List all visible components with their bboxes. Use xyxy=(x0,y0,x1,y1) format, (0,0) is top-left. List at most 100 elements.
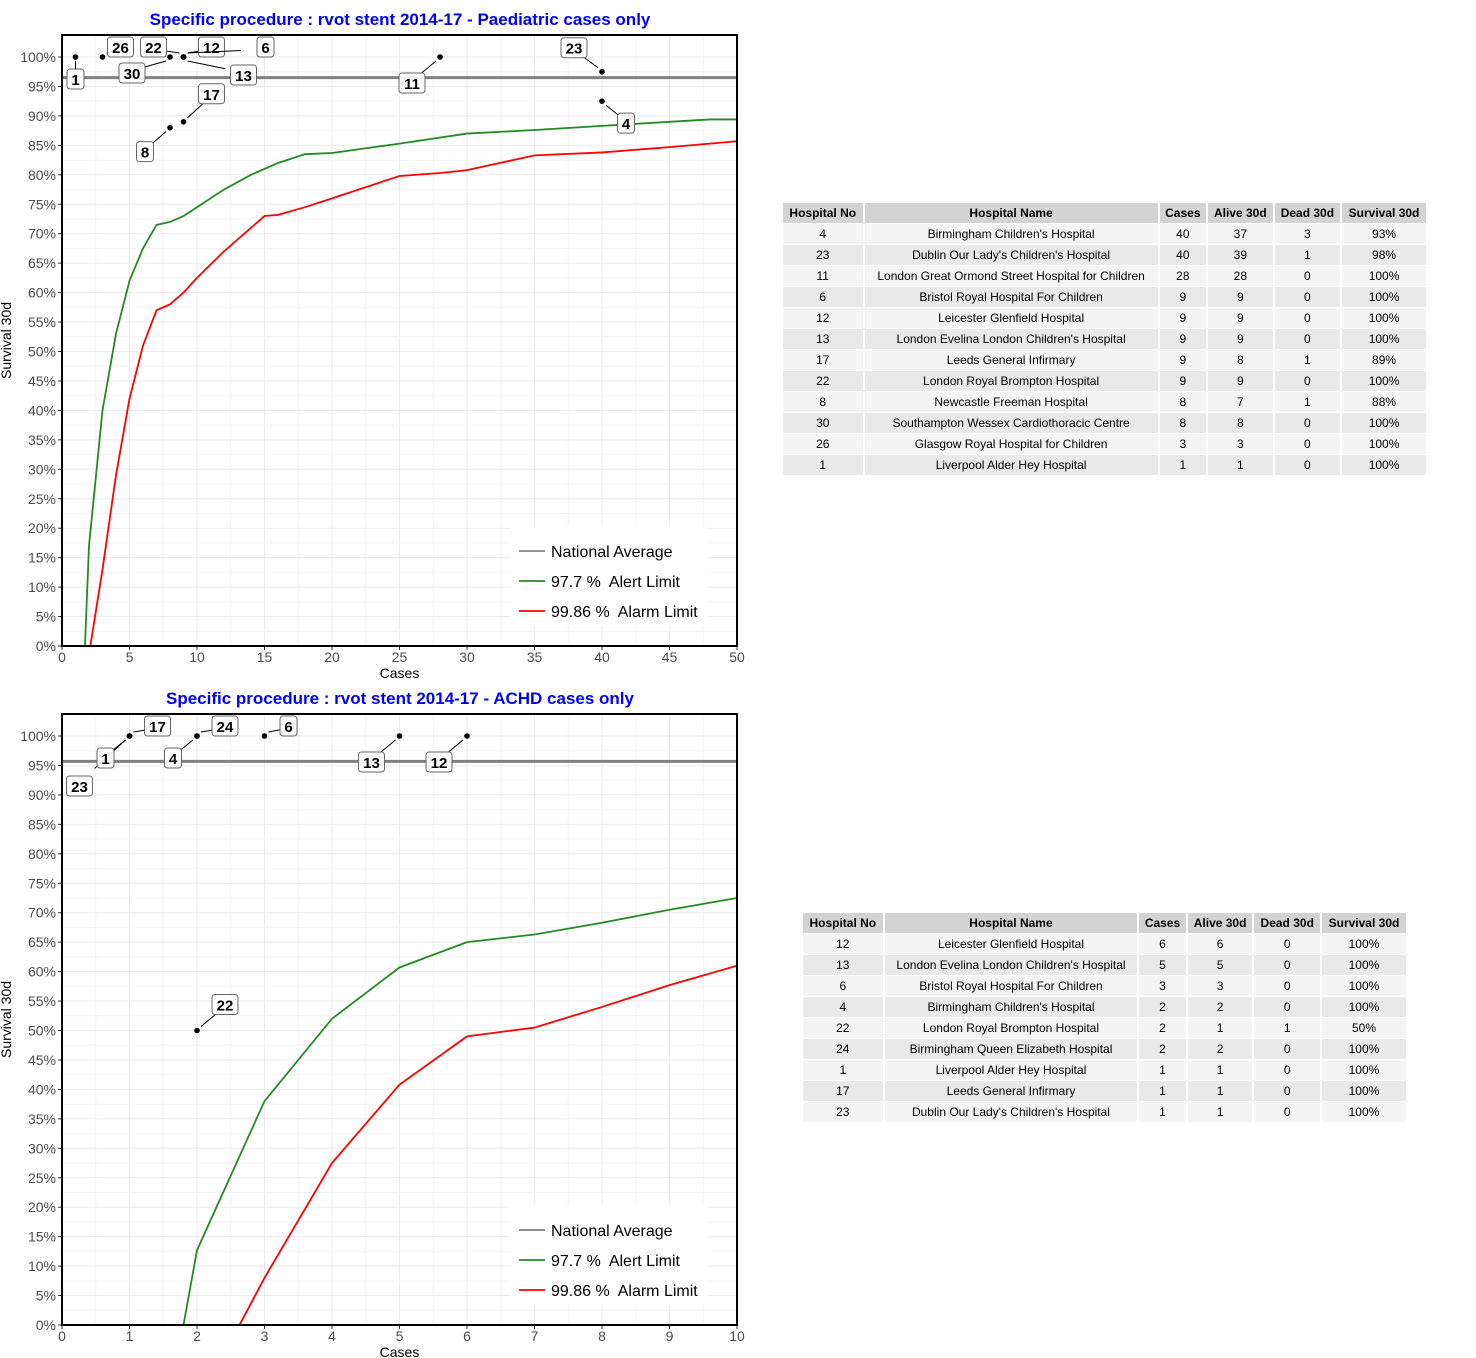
y-tick-label: 5% xyxy=(36,609,56,625)
table-cell: 39 xyxy=(1206,244,1275,266)
table-cell: London Royal Brompton Hospital xyxy=(863,370,1160,392)
table-row: 1 Liverpool Alder Hey Hospital 1 1 0 100% xyxy=(783,454,1428,476)
hospital-label: 12 xyxy=(203,40,220,57)
table-cell: 8 xyxy=(1206,349,1275,371)
table-cell: 1 xyxy=(1273,391,1343,413)
table-cell: Birmingham Queen Elizabeth Hospital xyxy=(883,1038,1140,1060)
table-cell: 100% xyxy=(1341,328,1428,350)
table-cell: London Evelina London Children's Hospita… xyxy=(863,328,1160,350)
x-tick-label: 50 xyxy=(729,649,745,665)
y-tick-label: 100% xyxy=(20,728,56,744)
table-cell: 0 xyxy=(1253,1038,1322,1060)
table-cell: 3 xyxy=(1138,975,1188,997)
table-cell: London Royal Brompton Hospital xyxy=(883,1017,1140,1039)
table-cell: 0 xyxy=(1273,412,1343,434)
table-cell: 3 xyxy=(1158,433,1208,455)
table-cell: Southampton Wessex Cardiothoracic Centre xyxy=(863,412,1160,434)
hospital-label: 26 xyxy=(112,40,129,57)
hospital-label: 12 xyxy=(431,755,448,772)
x-tick-label: 40 xyxy=(594,649,610,665)
hospital-point xyxy=(599,68,605,75)
table-cell: 0 xyxy=(1253,975,1322,997)
alarm-limit-line xyxy=(89,140,737,646)
table-cell: 1 xyxy=(1253,1017,1322,1039)
table-cell: 1 xyxy=(803,1059,885,1081)
table-cell: Leeds General Infirmary xyxy=(863,349,1160,371)
table-cell: 100% xyxy=(1320,1101,1409,1123)
hospital-label-box xyxy=(144,715,171,737)
table-cell: 3 xyxy=(1206,433,1275,455)
table-cell: 22 xyxy=(803,1017,885,1039)
chart-title: Specific procedure : rvot stent 2014-17 … xyxy=(150,10,651,29)
x-axis-label: Cases xyxy=(380,1344,420,1358)
table-cell: 6 xyxy=(1138,933,1188,955)
table-row: 4 Birmingham Children's Hospital 40 37 3 93% xyxy=(783,223,1428,245)
x-tick-label: 0 xyxy=(58,649,66,665)
table-cell: 3 xyxy=(1273,223,1343,245)
table-cell: 100% xyxy=(1320,1080,1409,1102)
y-tick-label: 50% xyxy=(28,344,56,360)
label-arrow xyxy=(187,103,204,119)
label-arrow xyxy=(187,50,241,54)
x-tick-label: 35 xyxy=(527,649,543,665)
x-tick-label: 20 xyxy=(324,649,340,665)
x-tick-label: 4 xyxy=(328,1328,336,1344)
table-row: 22 London Royal Brompton Hospital 9 9 0 100% xyxy=(783,370,1428,392)
column-header: Hospital No xyxy=(783,203,865,224)
table-cell: 13 xyxy=(783,328,865,350)
table-row: 8 Newcastle Freeman Hospital 8 7 1 88% xyxy=(783,391,1428,413)
table-cell: 100% xyxy=(1320,933,1409,955)
column-header: Cases xyxy=(1138,913,1188,934)
table-cell: 17 xyxy=(783,349,865,371)
hospital-label-box xyxy=(107,36,134,58)
hospital-point xyxy=(194,733,200,739)
table-cell: 37 xyxy=(1206,223,1275,245)
y-tick-label: 95% xyxy=(28,757,56,773)
hospital-label-box xyxy=(118,62,146,84)
x-tick-label: 45 xyxy=(662,649,678,665)
legend-label: 99.86 % Alarm Limit xyxy=(551,604,698,621)
hospital-point xyxy=(167,124,173,131)
table-cell: Liverpool Alder Hey Hospital xyxy=(883,1059,1140,1081)
y-tick-label: 60% xyxy=(28,285,56,301)
hospital-label-box xyxy=(256,36,275,58)
table-cell: 0 xyxy=(1253,1059,1322,1081)
legend-label: 97.7 % Alert Limit xyxy=(551,574,681,591)
achd-hospital-table: Hospital No Hospital Name Cases Alive 30d De… xyxy=(803,913,1409,1123)
label-arrow xyxy=(187,60,226,70)
y-tick-label: 85% xyxy=(28,816,56,832)
y-tick-label: 70% xyxy=(28,905,56,921)
charts-canvas: 0%5%10%15%20%25%30%35%40%45%50%55%60%65%… xyxy=(0,10,745,1358)
table-cell: 100% xyxy=(1341,412,1428,434)
table-cell: Dublin Our Lady's Children's Hospital xyxy=(883,1101,1140,1123)
hospital-point xyxy=(126,733,133,739)
table-cell: 100% xyxy=(1341,433,1428,455)
table-cell: 1 xyxy=(1138,1101,1188,1123)
table-cell: Birmingham Children's Hospital xyxy=(863,223,1160,245)
hospital-label: 11 xyxy=(404,76,420,93)
table-cell: 13 xyxy=(803,954,885,976)
table-row: 11 London Great Ormond Street Hospital fo… xyxy=(783,265,1428,287)
table-cell: 3 xyxy=(1186,975,1255,997)
table-row: 6 Bristol Royal Hospital For Children 3 3 0 1… xyxy=(803,975,1409,997)
table-cell: 100% xyxy=(1320,1059,1409,1081)
table-cell: 9 xyxy=(1158,370,1208,392)
hospital-label: 17 xyxy=(203,87,220,104)
table-row: 1 Liverpool Alder Hey Hospital 1 1 0 100% xyxy=(803,1059,1409,1081)
hospital-label: 8 xyxy=(141,145,149,162)
table-row: 22 London Royal Brompton Hospital 2 1 1 50% xyxy=(803,1017,1409,1039)
y-tick-label: 35% xyxy=(28,1111,56,1127)
table-header-row: Hospital No Hospital Name Cases Alive 30d De… xyxy=(803,913,1409,934)
y-tick-label: 80% xyxy=(28,846,56,862)
table-cell: 100% xyxy=(1320,996,1409,1018)
table-cell: 9 xyxy=(1206,328,1275,350)
table-cell: 0 xyxy=(1253,933,1322,955)
table-cell: 4 xyxy=(783,223,865,245)
y-axis-label: Survival 30d xyxy=(0,302,14,379)
table-cell: 30 xyxy=(783,412,865,434)
table-cell: 26 xyxy=(783,433,865,455)
table-cell: 0 xyxy=(1273,307,1343,329)
hospital-label: 4 xyxy=(622,116,631,133)
x-tick-label: 5 xyxy=(396,1328,404,1344)
x-tick-label: 0 xyxy=(58,1328,66,1344)
